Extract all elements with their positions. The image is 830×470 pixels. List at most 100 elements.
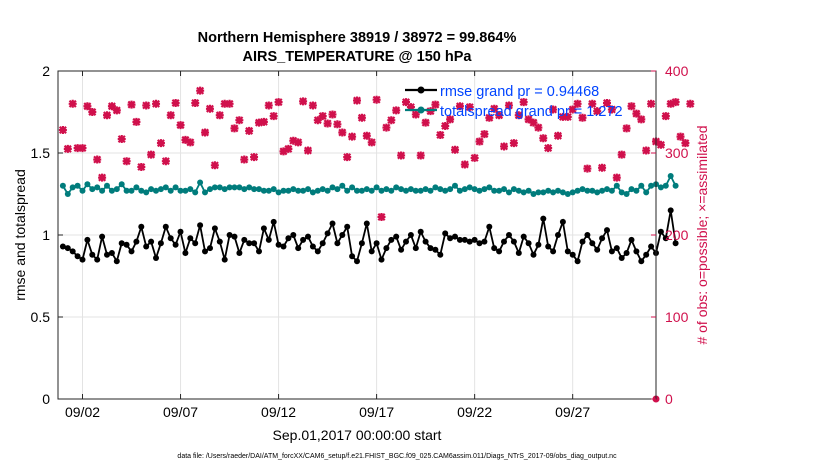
y-axis-left-label: rmse and totalspread xyxy=(12,169,28,301)
rmse-point xyxy=(550,248,557,255)
obs-possible-marker xyxy=(384,125,389,130)
rmse-point xyxy=(339,232,346,238)
obs-possible-marker xyxy=(433,102,438,107)
obs-possible-marker xyxy=(148,152,154,158)
rmse-point xyxy=(226,232,233,238)
rmse-point xyxy=(545,243,552,250)
rmse-point xyxy=(481,238,488,245)
obs-possible-marker xyxy=(521,99,527,105)
totalspread-point xyxy=(59,182,66,189)
legend-rmse-marker xyxy=(417,86,425,94)
rmse-point xyxy=(540,215,547,222)
rmse-point xyxy=(334,240,341,247)
totalspread-point xyxy=(256,186,262,193)
rmse-point xyxy=(211,225,218,232)
totalspread-point xyxy=(309,189,316,196)
obs-possible-marker xyxy=(359,115,365,121)
totalspread-point xyxy=(672,182,679,189)
totalspread-point xyxy=(290,186,297,193)
y-left-tick-label: 1 xyxy=(42,227,50,243)
totalspread-point xyxy=(275,189,282,196)
rmse-point xyxy=(623,250,630,256)
obs-possible-marker xyxy=(339,130,345,135)
obs-possible-marker xyxy=(442,123,448,129)
totalspread-point xyxy=(207,186,213,193)
totalspread-point xyxy=(525,187,532,194)
rmse-point xyxy=(432,246,439,253)
obs-possible-marker xyxy=(286,146,291,152)
obs-possible-marker xyxy=(80,145,85,151)
totalspread-point xyxy=(604,186,610,193)
totalspread-point xyxy=(113,186,120,193)
totalspread-point xyxy=(251,186,258,193)
x-tick-label: 09/27 xyxy=(555,404,590,420)
rmse-point xyxy=(608,248,615,255)
rmse-point xyxy=(496,248,503,255)
obs-possible-marker xyxy=(687,101,693,107)
legend: rmse grand pr = 0.94468 totalspread gran… xyxy=(405,84,623,120)
rmse-point xyxy=(270,218,277,225)
obs-possible-marker xyxy=(261,119,267,125)
totalspread-point xyxy=(383,186,390,193)
obs-possible-marker xyxy=(423,120,428,126)
obs-possible-marker xyxy=(663,113,669,119)
obs-possible-marker xyxy=(197,88,203,94)
obs-possible-marker xyxy=(374,97,379,103)
rmse-point xyxy=(300,236,307,243)
rmse-point xyxy=(594,246,601,253)
totalspread-point xyxy=(623,191,630,197)
rmse-point xyxy=(525,240,532,247)
obs-possible-marker xyxy=(143,103,149,108)
obs-possible-marker xyxy=(315,117,321,123)
rmse-point xyxy=(108,250,115,256)
rmse-point xyxy=(187,235,194,242)
x-axis-label: Sep.01,2017 00:00:00 start xyxy=(273,427,442,443)
totalspread-point xyxy=(608,187,615,194)
totalspread-point xyxy=(407,186,414,193)
totalspread-point xyxy=(515,187,522,194)
rmse-point xyxy=(662,235,669,242)
rmse-point xyxy=(192,240,199,247)
totalspread-point xyxy=(564,191,571,197)
obs-possible-marker xyxy=(344,154,350,160)
totalspread-point xyxy=(300,187,307,194)
obs-possible-marker xyxy=(408,104,414,110)
obs-possible-marker xyxy=(349,134,355,140)
totalspread-point xyxy=(260,187,267,194)
totalspread-point xyxy=(108,187,115,194)
obs-possible-marker xyxy=(138,164,144,170)
rmse-point xyxy=(329,220,336,227)
totalspread-point xyxy=(334,186,341,193)
rmse-point xyxy=(197,222,204,229)
totalspread-point xyxy=(324,187,331,194)
obs-possible-marker xyxy=(604,100,610,106)
obs-possible-marker xyxy=(511,140,517,146)
obs-possible-marker xyxy=(599,165,605,171)
totalspread-point xyxy=(221,186,228,193)
obs-possible-marker xyxy=(634,111,639,116)
totalspread-point xyxy=(236,184,243,191)
obs-possible-marker xyxy=(379,214,384,220)
y-right-tick-label: 100 xyxy=(665,309,689,325)
totalspread-point xyxy=(285,187,292,194)
rmse-point xyxy=(388,236,395,243)
rmse-point xyxy=(456,236,463,243)
obs-possible-marker xyxy=(678,134,683,140)
rmse-point xyxy=(491,245,498,252)
totalspread-point xyxy=(501,186,507,193)
obs-possible-marker xyxy=(614,175,620,181)
obs-possible-marker xyxy=(501,144,507,149)
totalspread-point xyxy=(162,184,169,191)
rmse-point xyxy=(476,240,483,247)
obs-possible-marker xyxy=(241,157,247,163)
rmse-point xyxy=(427,245,434,252)
rmse-point xyxy=(79,256,86,263)
rmse-point xyxy=(535,241,542,248)
totalspread-point xyxy=(599,187,606,194)
obs-possible-marker xyxy=(643,148,649,153)
rmse-point xyxy=(133,238,140,245)
totalspread-point xyxy=(574,187,581,194)
totalspread-point xyxy=(192,189,199,196)
totalspread-point xyxy=(270,186,277,193)
rmse-point xyxy=(412,245,419,252)
